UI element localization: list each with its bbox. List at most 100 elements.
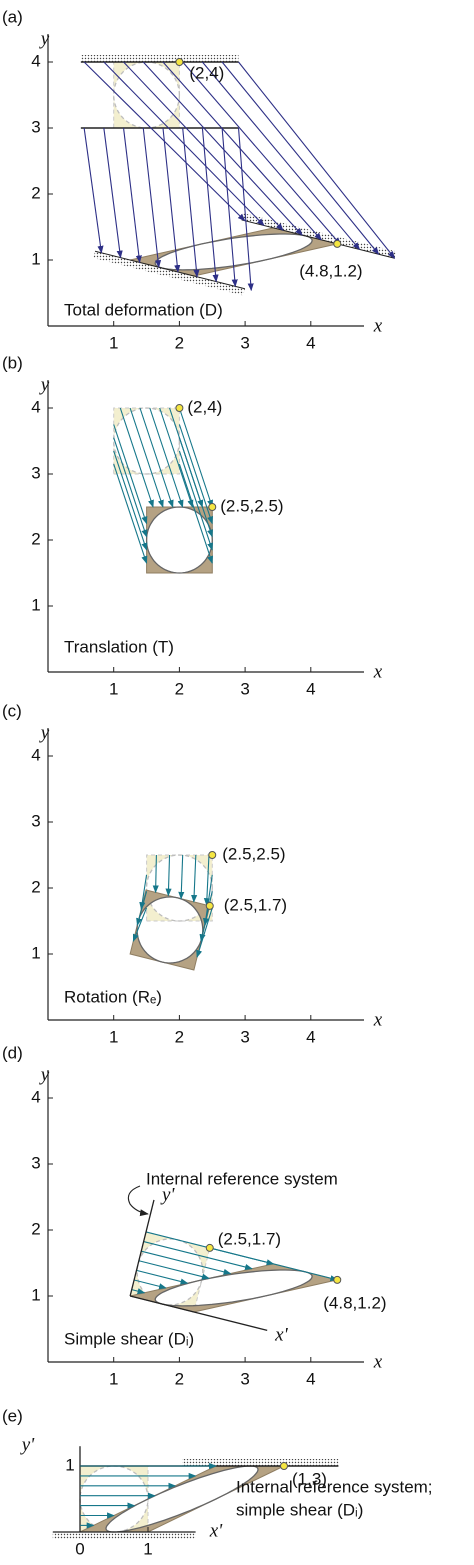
stipple [182,1459,339,1466]
x-tick-label: 1 [143,1539,152,1558]
displacement-arrow [201,127,219,283]
strained-ellipse [145,506,213,574]
displacement-arrow [129,407,164,508]
caption: simple shear (Dᵢ) [236,1500,363,1519]
displacement-arrow [149,407,184,508]
displacement-arrow [123,61,284,231]
point [333,239,342,248]
stipple [93,251,245,296]
point [333,1275,342,1284]
displacement-arrow [141,1250,232,1275]
displacement-arrow [202,874,213,926]
point-label: (2.5,1.7) [218,1229,281,1248]
x-tick-label: 4 [306,333,315,352]
displacement-arrow [191,854,198,903]
x-tick-label: 2 [175,333,184,352]
x-axis-label: x' [209,1520,223,1541]
y-tick-label: 4 [31,745,40,764]
point-label: (4.8,1.2) [299,261,362,280]
y-tick-label: 1 [31,595,40,614]
x-tick-label: 4 [306,1027,315,1046]
point [208,851,217,859]
point-label: (4.8,1.2) [323,1293,386,1312]
y-tick-label: 3 [31,117,40,136]
y-axis-label: y [39,374,50,395]
x-tick-label: 3 [240,679,249,698]
local-x-label: x' [274,1325,288,1346]
displacement-arrow [165,854,172,897]
displacement-arrow [123,127,142,264]
y-tick-label: 3 [31,1153,40,1172]
y-tick-label: 2 [31,877,40,896]
local-x-axis [129,1295,268,1331]
x-tick-label: 4 [306,679,315,698]
point [208,503,217,511]
y-axis-label: y [39,722,50,743]
x-tick-label: 4 [306,1369,315,1388]
point-label: (2.5,1.7) [224,895,287,914]
displacement-arrow [237,127,254,292]
point-label: (2,4) [189,63,224,82]
point-label: (2,4) [187,397,222,416]
displacement-arrow [162,61,322,241]
displacement-arrow [142,61,303,236]
point-label: (2.5,2.5) [222,844,285,863]
x-axis-label: x [373,1009,383,1030]
original-fill [113,62,180,128]
displacement-arrow [238,61,396,259]
x-axis-label: x [373,1351,383,1372]
strained-ellipse [154,233,313,271]
x-tick-label: 2 [175,1369,184,1388]
y-tick-label: 1 [31,1285,40,1304]
point [175,404,184,412]
strained-fill [130,1263,338,1312]
point [205,901,214,910]
x-tick-label: 1 [109,1027,118,1046]
displacement-arrow [139,874,148,910]
displacement-arrow [83,127,104,254]
displacement-arrow [113,463,148,564]
x-tick-label: 1 [109,1369,118,1388]
point [280,1462,288,1470]
x-tick-label: 3 [240,333,249,352]
deformed-line [241,219,395,259]
strained-ellipse [154,1269,313,1307]
x-axis-label: x [373,315,383,336]
strained-ellipse [136,896,204,964]
x-tick-label: 0 [75,1539,84,1558]
x-tick-label: 1 [109,679,118,698]
strained-ellipse [105,1465,259,1533]
displacement-arrow [119,407,154,508]
displacement-arrow [178,463,213,564]
panel-label: (e) [2,1406,23,1425]
y-tick-label: 2 [31,529,40,548]
displacement-arrow [221,127,238,288]
strained-outline [129,1263,338,1313]
displacement-arrow [103,127,123,259]
y-tick-label: 1 [65,1455,74,1474]
panel-label: (d) [2,1043,23,1062]
displacement-arrow [131,1288,146,1295]
displacement-arrow [113,424,148,525]
x-tick-label: 3 [240,1027,249,1046]
original-outline [113,407,180,475]
x-axis-label: x [373,661,383,682]
displacement-arrow [182,61,341,246]
displacement-arrow [178,854,185,900]
displacement-arrow [196,907,213,958]
displacement-arrow [139,407,174,508]
point-label: (1,3) [292,1469,327,1488]
y-tick-label: 3 [31,463,40,482]
displacement-arrow [133,1279,167,1290]
displacement-arrow [152,854,159,894]
y-tick-label: 1 [31,943,40,962]
local-y-axis [129,1199,155,1297]
y-tick-label: 1 [31,249,40,268]
annotation: Internal reference system [146,1169,338,1188]
displacement-arrow [201,61,361,251]
y-tick-label: 2 [31,183,40,202]
annotation-arrow [127,1185,149,1217]
x-tick-label: 2 [175,1027,184,1046]
displacement-arrow [113,450,148,551]
